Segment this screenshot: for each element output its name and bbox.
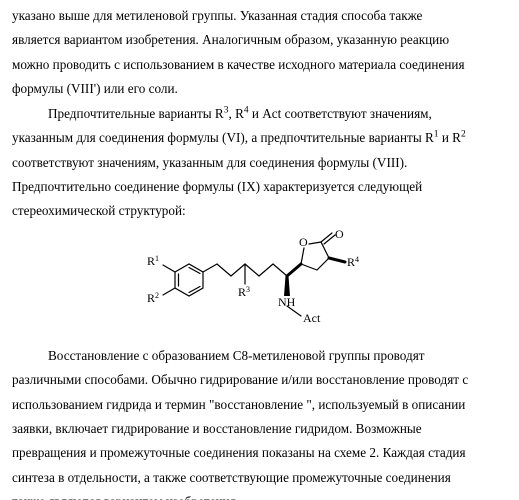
paragraph-2-line2: указанным для соединения формулы (VI), а… <box>12 126 501 150</box>
text-line: Восстановление с образованием С8-метилен… <box>48 348 425 363</box>
text-fragment: и Act соответствуют значениям, <box>249 106 432 121</box>
paragraph-2-line3: соответствуют значениям, указанным для с… <box>12 151 501 175</box>
text-line: превращения и промежуточные соединения п… <box>12 445 466 460</box>
document-page: указано выше для метиленовой группы. Ука… <box>0 0 519 500</box>
svg-text:O: O <box>335 230 344 241</box>
paragraph-2-line5: стереохимической структурой: <box>12 199 501 223</box>
text-line: стереохимической структурой: <box>12 203 186 218</box>
text-line: формулы (VIII') или его соли. <box>12 81 178 96</box>
text-line: можно проводить с использованием в качес… <box>12 57 465 72</box>
text-line: заявки, включает гидрирование и восстано… <box>12 421 422 436</box>
svg-text:Act: Act <box>303 311 321 325</box>
text-line: Предпочтительно соединение формулы (IX) … <box>12 179 422 194</box>
text-line: соответствуют значениям, указанным для с… <box>12 155 407 170</box>
text-line: является вариантом изобретения. Аналогич… <box>12 32 449 47</box>
svg-text:R2: R2 <box>147 291 159 305</box>
paragraph-2-line4: Предпочтительно соединение формулы (IX) … <box>12 175 501 199</box>
svg-text:O: O <box>299 235 308 249</box>
paragraph-3-line1: Восстановление с образованием С8-метилен… <box>12 344 501 368</box>
text-line: синтеза в отдельности, а также соответст… <box>12 470 451 485</box>
svg-text:NH: NH <box>278 295 296 309</box>
text-fragment: указанным для соединения формулы (VI), а… <box>12 130 434 145</box>
paragraph-1: указано выше для метиленовой группы. Ука… <box>12 4 501 102</box>
chemical-structure: R1 R2 R3 NH Act O O R4 <box>12 230 501 338</box>
text-fragment: и R <box>439 130 461 145</box>
text-fragment: , R <box>228 106 243 121</box>
svg-text:R3: R3 <box>238 285 250 299</box>
superscript: 2 <box>461 130 466 140</box>
text-fragment: Предпочтительные варианты R <box>48 106 224 121</box>
svg-text:R4: R4 <box>347 255 359 269</box>
text-line: использованием гидрида и термин "восстан… <box>12 397 465 412</box>
paragraph-3-rest: различными способами. Обычно гидрировани… <box>12 368 501 500</box>
text-line: также являются вариантом изобретения. <box>12 494 239 500</box>
paragraph-2-line1: Предпочтительные варианты R3, R4 и Act с… <box>12 102 501 126</box>
svg-text:R1: R1 <box>147 254 159 268</box>
text-line: различными способами. Обычно гидрировани… <box>12 372 468 387</box>
text-line: указано выше для метиленовой группы. Ука… <box>12 8 422 23</box>
